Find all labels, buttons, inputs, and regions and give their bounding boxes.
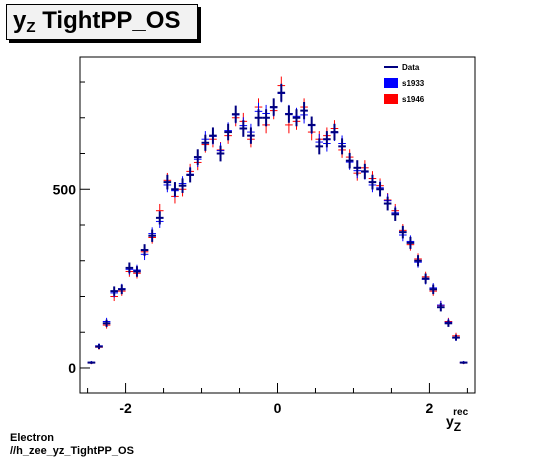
data-marks: [87, 76, 468, 365]
x-tick-label: 2: [426, 400, 434, 416]
footer-line-1: Electron: [10, 432, 55, 444]
legend-label: s1946: [402, 95, 425, 104]
footer: Electron //h_zee_yz_TightPP_OS: [10, 432, 134, 458]
data-point: [368, 174, 377, 190]
series-s1933: [87, 84, 468, 364]
data-point: [201, 134, 210, 151]
data-point: [247, 127, 255, 144]
data-point: [95, 344, 103, 350]
legend-entry: s1946: [384, 94, 425, 104]
legend-label: s1933: [402, 79, 425, 88]
data-point: [125, 262, 134, 274]
data-point: [338, 138, 346, 155]
data-point: [171, 182, 179, 197]
data-point: [262, 109, 270, 127]
data-point: [254, 109, 263, 127]
data-point: [307, 116, 316, 134]
y-tick-label: 500: [53, 181, 77, 197]
x-tick-label: 0: [274, 400, 282, 416]
data-point: [376, 182, 384, 197]
data-point: [459, 361, 468, 364]
data-point: [239, 120, 248, 137]
legend-swatch-box: [384, 94, 398, 104]
legend-swatch-box: [384, 78, 398, 88]
data-point: [361, 163, 369, 179]
data-point: [292, 109, 301, 127]
data-point: [148, 229, 156, 242]
legend-label: Data: [402, 63, 420, 72]
data-point: [353, 160, 362, 176]
data-point: [102, 319, 111, 327]
x-axis-label: yZrec: [446, 407, 469, 434]
data-point: [300, 101, 308, 120]
data-point: [444, 319, 453, 327]
series-s1946: [87, 76, 468, 365]
footer-line-2: //h_zee_yz_TightPP_OS: [10, 445, 134, 457]
data-point: [117, 284, 126, 295]
data-point: [406, 236, 415, 249]
data-point: [140, 244, 149, 256]
chart-title: yZ TightPP_OS: [13, 7, 181, 36]
data-point: [383, 196, 392, 211]
data-point: [414, 255, 422, 267]
series-data: [87, 83, 468, 364]
legend-entry: Data: [384, 63, 420, 72]
data-point: [163, 174, 172, 190]
axes: -2 0 2 0 500: [53, 81, 468, 416]
data-point: [231, 105, 240, 123]
legend-entry: s1933: [384, 78, 425, 88]
data-point: [452, 334, 460, 341]
data-point: [421, 273, 430, 284]
legend: Data s1933 s1946: [384, 63, 425, 104]
data-point: [216, 145, 225, 162]
data-point: [345, 152, 354, 169]
data-point: [269, 98, 278, 116]
y-tick-label: 0: [68, 360, 76, 376]
data-point: [285, 105, 293, 123]
title-box: yZ TightPP_OS: [6, 4, 198, 40]
data-point: [155, 211, 164, 225]
data-point: [437, 303, 445, 312]
data-point: [110, 286, 118, 296]
data-point: [323, 131, 331, 148]
data-point: [391, 207, 400, 221]
data-point: [277, 83, 286, 102]
data-point: [209, 127, 217, 144]
data-point: [193, 149, 202, 165]
data-point: [429, 284, 438, 295]
x-tick-label: -2: [119, 400, 132, 416]
data-point: [87, 361, 96, 364]
data-point: [178, 178, 187, 193]
data-point: [399, 225, 407, 239]
data-point: [315, 138, 324, 155]
data-point: [186, 167, 194, 183]
data-point: [133, 266, 141, 277]
data-point: [330, 123, 339, 141]
data-point: [224, 123, 232, 141]
